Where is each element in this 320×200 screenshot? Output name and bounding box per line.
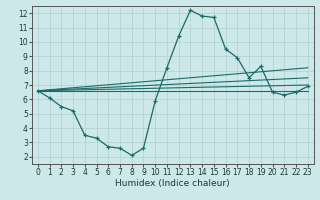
X-axis label: Humidex (Indice chaleur): Humidex (Indice chaleur) (116, 179, 230, 188)
